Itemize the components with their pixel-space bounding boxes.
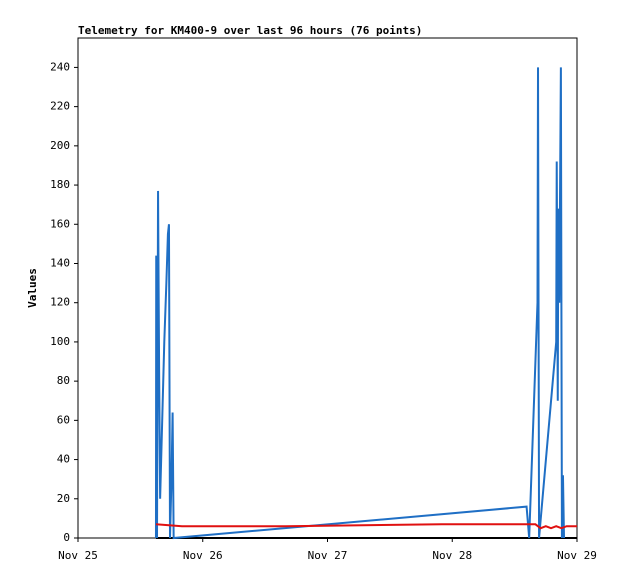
y-tick-label: 80 <box>57 374 70 387</box>
y-tick-label: 120 <box>50 296 70 309</box>
y-tick-label: 140 <box>50 256 70 269</box>
y-tick-label: 20 <box>57 492 70 505</box>
x-tick-label: Nov 27 <box>308 549 348 562</box>
plot-frame <box>77 37 578 539</box>
series-line <box>155 523 577 530</box>
y-tick-label: 160 <box>50 217 70 230</box>
x-tick-label: Nov 28 <box>432 549 472 562</box>
y-tick-label: 0 <box>63 531 70 544</box>
y-tick-label: 220 <box>50 100 70 113</box>
y-axis-label: Values <box>26 268 39 308</box>
x-tick-label: Nov 26 <box>183 549 223 562</box>
y-tick-label: 240 <box>50 60 70 73</box>
y-tick-label: 200 <box>50 139 70 152</box>
x-tick-label: Nov 25 <box>58 549 98 562</box>
y-tick-label: 40 <box>57 453 70 466</box>
series-line <box>154 67 566 540</box>
y-tick-label: 60 <box>57 413 70 426</box>
y-tick-label: 180 <box>50 178 70 191</box>
x-tick-label: Nov 29 <box>557 549 597 562</box>
y-tick-label: 100 <box>50 335 70 348</box>
chart-title: Telemetry for KM400-9 over last 96 hours… <box>78 24 422 37</box>
